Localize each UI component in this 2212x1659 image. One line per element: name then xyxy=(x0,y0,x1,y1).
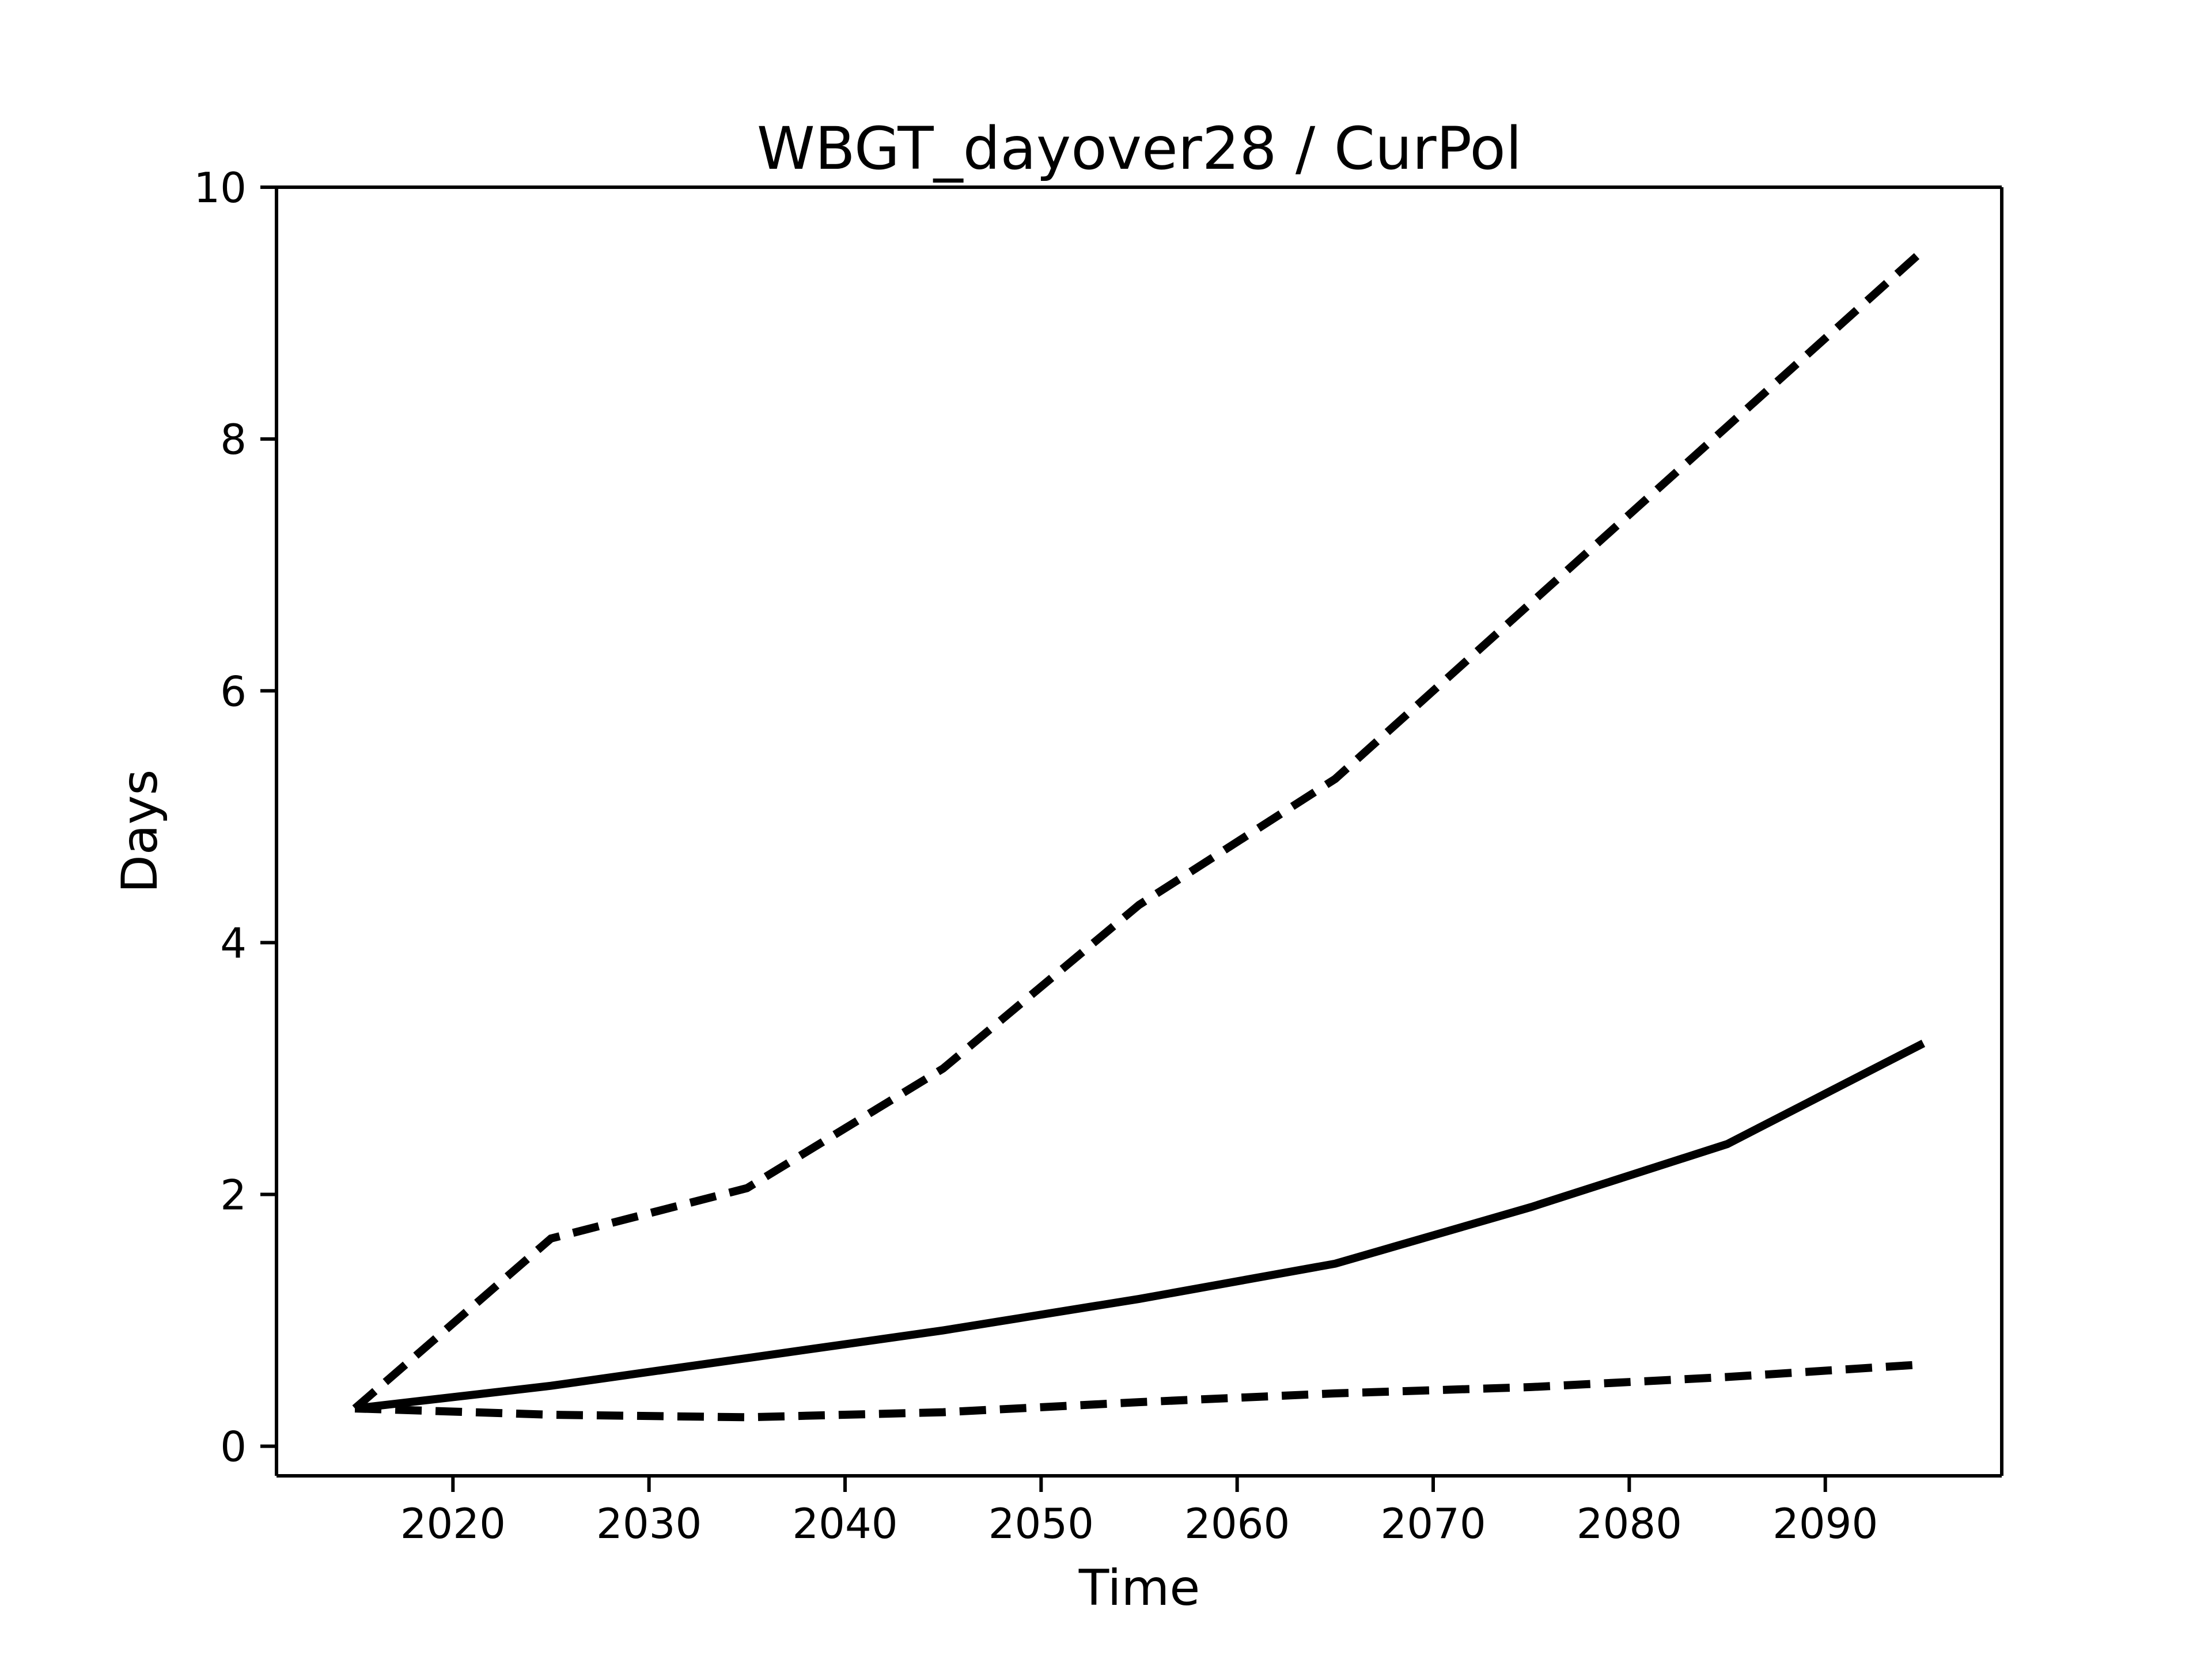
x-tick-label: 2090 xyxy=(1772,1499,1878,1548)
y-tick-label: 2 xyxy=(220,1171,247,1219)
x-tick-label: 2030 xyxy=(596,1499,702,1548)
x-tick-label: 2070 xyxy=(1380,1499,1486,1548)
x-tick-label: 2060 xyxy=(1184,1499,1290,1548)
plot-spines xyxy=(275,185,2003,1478)
y-tick-label: 8 xyxy=(220,415,247,464)
chart-title: WBGT_dayover28 / CurPol xyxy=(757,115,1522,183)
data-series xyxy=(352,247,1926,1422)
y-tick-label: 4 xyxy=(220,919,247,967)
y-tick-label: 6 xyxy=(220,667,247,715)
y-tick-label: 10 xyxy=(194,164,247,212)
x-axis-label: Time xyxy=(1078,1559,1200,1617)
x-tick-label: 2040 xyxy=(792,1499,897,1548)
series-solid-middle xyxy=(354,1040,1926,1413)
y-tick-label: 0 xyxy=(220,1423,247,1471)
x-axis-ticks: 2020 2030 2040 2050 2060 2070 2080 2090 xyxy=(400,1476,1878,1548)
y-axis-label: Days xyxy=(111,770,169,893)
x-tick-label: 2080 xyxy=(1577,1499,1682,1548)
series-upper-dashed xyxy=(352,247,1926,1412)
x-tick-label: 2050 xyxy=(988,1499,1094,1548)
y-axis-ticks: 0 2 4 6 8 10 xyxy=(194,164,276,1471)
x-tick-label: 2020 xyxy=(400,1499,506,1548)
series-lower-dashed xyxy=(354,1360,1924,1422)
